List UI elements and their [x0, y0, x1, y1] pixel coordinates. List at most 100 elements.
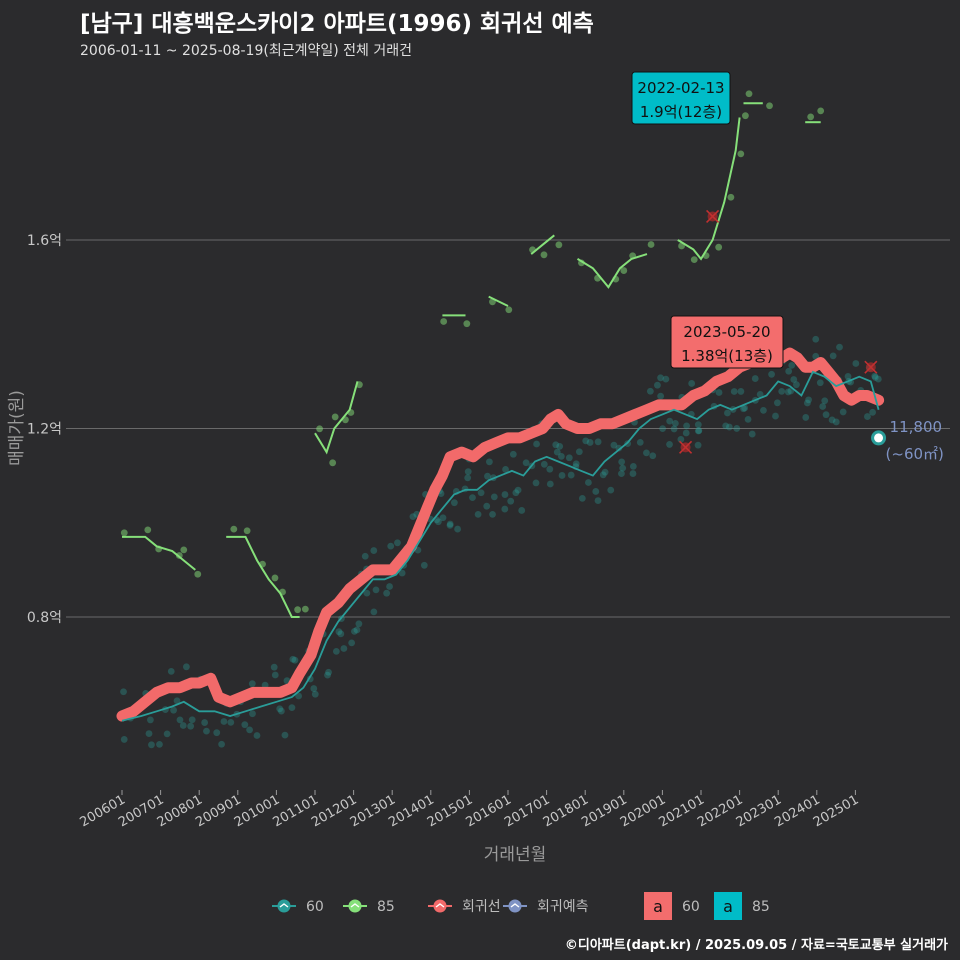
point-60	[490, 493, 498, 501]
point-60	[695, 427, 703, 434]
legend-label: 60	[306, 899, 324, 915]
point-60	[601, 468, 609, 476]
point-60	[649, 452, 657, 460]
point-60	[277, 707, 285, 715]
point-60	[578, 494, 586, 502]
point-60	[724, 409, 731, 417]
point-60	[803, 399, 811, 407]
point-60	[756, 391, 764, 398]
point-85	[294, 606, 302, 614]
legend-dot	[508, 899, 522, 913]
point-60	[145, 730, 153, 737]
legend-glyph	[435, 903, 445, 908]
point-60	[446, 520, 454, 528]
point-60	[270, 663, 278, 671]
point-60	[176, 716, 184, 724]
point-85	[540, 251, 548, 259]
point-60	[120, 688, 127, 696]
legend-box-item: a 85	[714, 892, 770, 920]
point-60	[546, 480, 554, 488]
point-60	[337, 630, 345, 638]
legend: 60 85 회귀선 회귀예측 a 60 a 85	[272, 892, 770, 920]
point-60	[629, 462, 637, 470]
point-60	[173, 697, 181, 705]
point-85	[243, 527, 251, 535]
point-85	[440, 318, 448, 325]
point-60	[683, 422, 690, 430]
point-60	[182, 663, 190, 671]
point-60	[572, 460, 580, 468]
line-85-segment	[677, 117, 741, 261]
outlier-cross	[864, 360, 878, 374]
point-60	[592, 488, 600, 495]
point-60	[619, 464, 627, 472]
point-60	[607, 486, 615, 494]
point-60	[725, 423, 733, 431]
point-60	[773, 399, 781, 407]
point-60	[248, 680, 256, 688]
legend-box	[644, 892, 672, 920]
point-60	[218, 740, 225, 748]
point-60	[409, 513, 417, 520]
point-60	[249, 710, 256, 718]
point-60	[501, 505, 509, 513]
point-60	[340, 645, 348, 652]
point-60	[740, 405, 747, 413]
point-60	[816, 379, 824, 387]
point-60	[372, 586, 380, 594]
point-60	[694, 441, 702, 449]
point-60	[788, 361, 796, 369]
point-60	[484, 472, 491, 480]
point-60	[518, 507, 526, 514]
y-tick-label: 1.2억	[27, 422, 62, 438]
point-60	[276, 705, 284, 713]
point-60	[227, 718, 235, 726]
legend-glyph	[350, 903, 360, 908]
point-60	[509, 450, 517, 458]
point-60	[439, 514, 447, 522]
point-60	[281, 731, 289, 739]
point-60	[659, 425, 667, 433]
point-60	[361, 552, 369, 560]
legend-glyph	[279, 903, 289, 908]
point-85	[120, 529, 128, 537]
outlier-cross	[706, 209, 720, 224]
x-axis-title: 거래년월	[484, 845, 547, 865]
point-60	[446, 521, 454, 529]
point-60	[335, 628, 343, 636]
point-60	[694, 421, 702, 429]
point-60	[370, 547, 378, 554]
legend-label: 85	[377, 899, 395, 915]
point-60	[871, 374, 879, 381]
point-60	[533, 440, 540, 448]
point-60	[353, 626, 361, 634]
annotation-max-60-value: 1.38억(13층)	[681, 347, 773, 365]
line-60	[121, 370, 880, 722]
point-60	[666, 441, 673, 448]
grid-lines: 0.8억 1.2억 1.6억	[27, 233, 950, 626]
point-60	[213, 729, 221, 737]
point-60	[241, 721, 249, 729]
point-60	[532, 479, 540, 487]
point-85	[180, 546, 188, 554]
point-60	[383, 589, 391, 597]
point-60	[744, 415, 752, 423]
legend-label: 회귀선	[462, 899, 501, 915]
point-60	[730, 388, 738, 395]
point-60	[167, 667, 175, 675]
annotation-max-60-box	[670, 315, 784, 369]
point-60	[715, 389, 723, 396]
y-tick-label: 1.6억	[27, 233, 62, 249]
line-85-segment	[576, 253, 648, 289]
source-credit: ©디아파트(dapt.kr) / 2025.09.05 / 자료=국토교통부 실…	[564, 938, 948, 953]
annotation-max-60: 2023-05-20 1.38억(13층)	[670, 315, 784, 369]
point-60	[387, 542, 395, 550]
point-85	[715, 243, 723, 251]
point-60	[489, 511, 496, 518]
point-60	[325, 668, 332, 676]
point-60	[398, 569, 406, 577]
point-60	[599, 471, 607, 479]
point-60	[253, 732, 261, 739]
point-60	[585, 479, 592, 486]
